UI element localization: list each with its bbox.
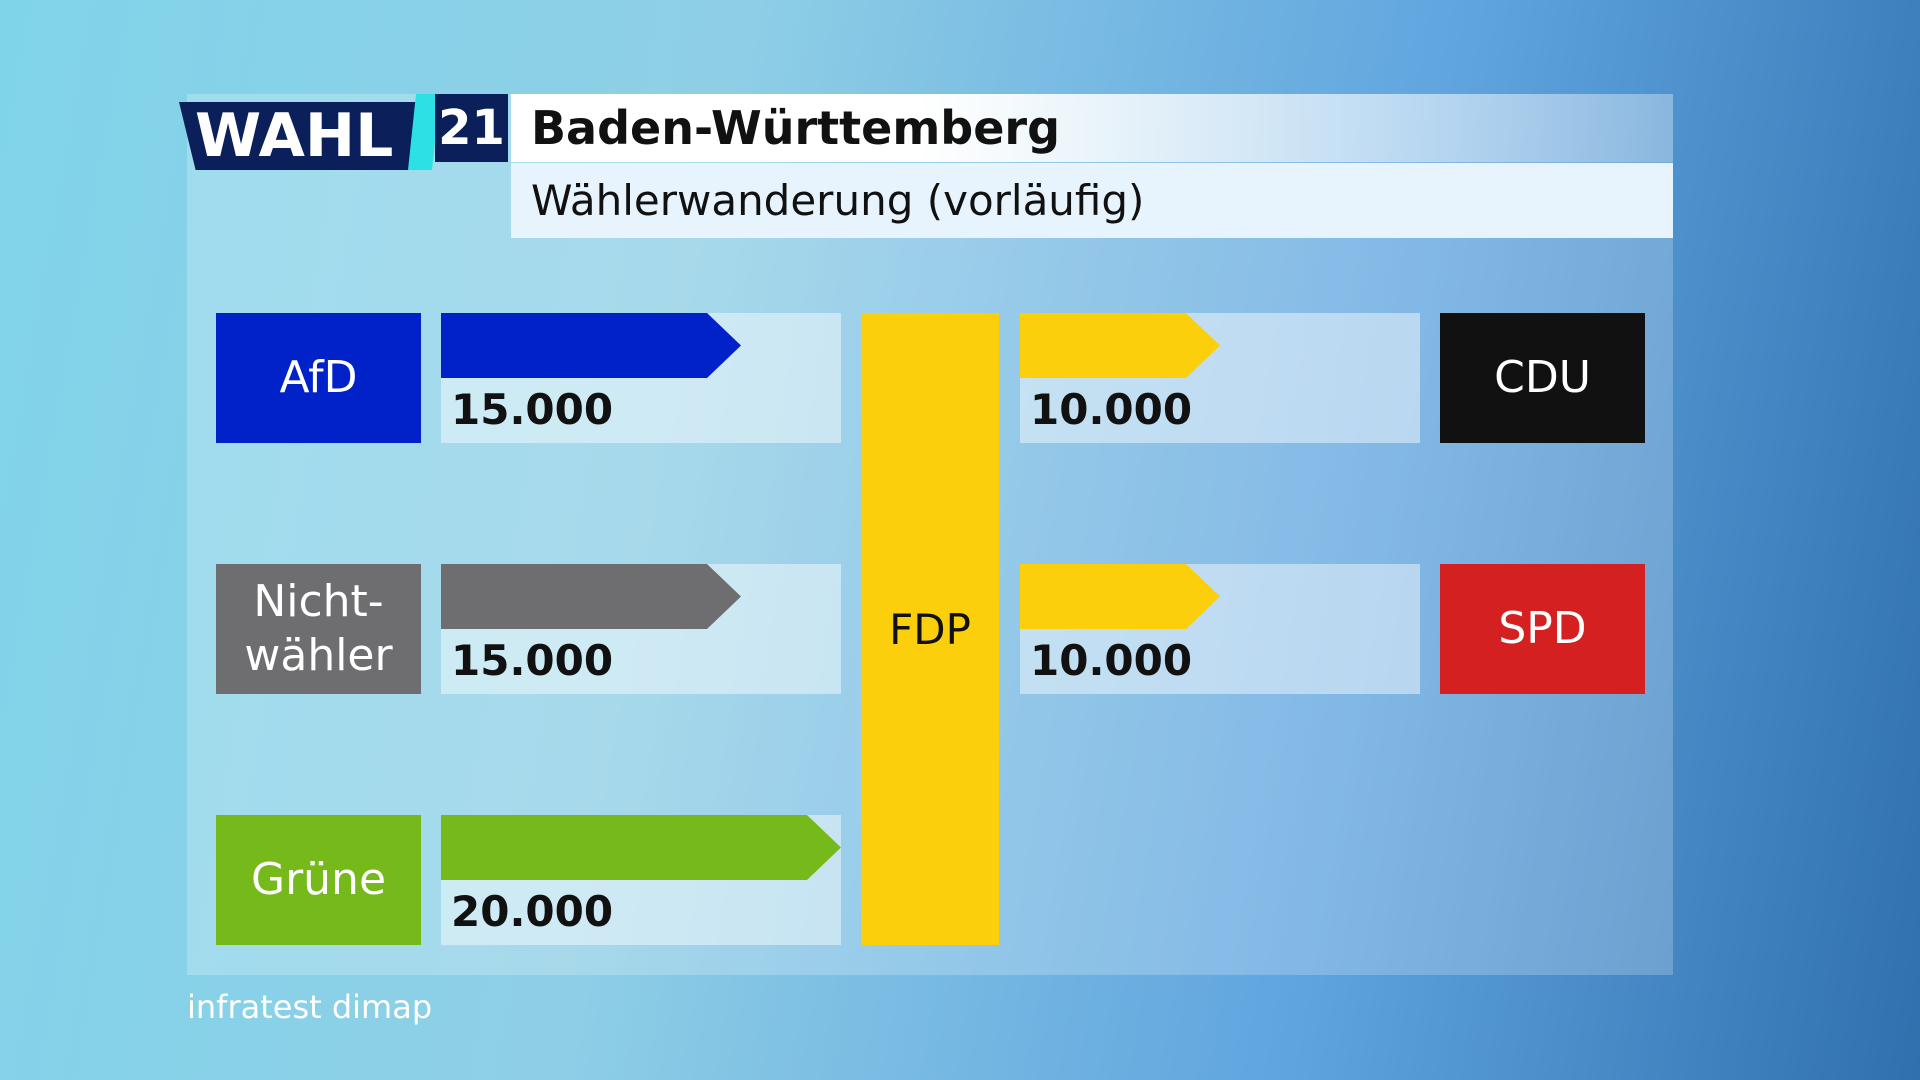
flow-arrow bbox=[441, 313, 741, 378]
value-label: 20.000 bbox=[451, 887, 614, 936]
center-box: FDP bbox=[861, 313, 999, 945]
title: Baden-Württemberg bbox=[511, 94, 1673, 162]
logo-word: WAHL bbox=[179, 102, 416, 170]
party-box: SPD bbox=[1440, 564, 1645, 694]
flow-arrow bbox=[441, 815, 841, 880]
value-label: 15.000 bbox=[451, 636, 614, 685]
flow-arrow bbox=[1020, 313, 1220, 378]
source: infratest dimap bbox=[187, 988, 433, 1026]
flow-arrow bbox=[441, 564, 741, 629]
party-box: Grüne bbox=[216, 815, 421, 945]
flow-arrow bbox=[1020, 564, 1220, 629]
logo-year: 21 bbox=[435, 94, 508, 162]
value-label: 15.000 bbox=[451, 385, 614, 434]
value-label: 10.000 bbox=[1030, 636, 1193, 685]
party-box: Nicht- wähler bbox=[216, 564, 421, 694]
party-box: AfD bbox=[216, 313, 421, 443]
value-label: 10.000 bbox=[1030, 385, 1193, 434]
party-box: CDU bbox=[1440, 313, 1645, 443]
subtitle: Wählerwanderung (vorläufig) bbox=[511, 163, 1673, 238]
